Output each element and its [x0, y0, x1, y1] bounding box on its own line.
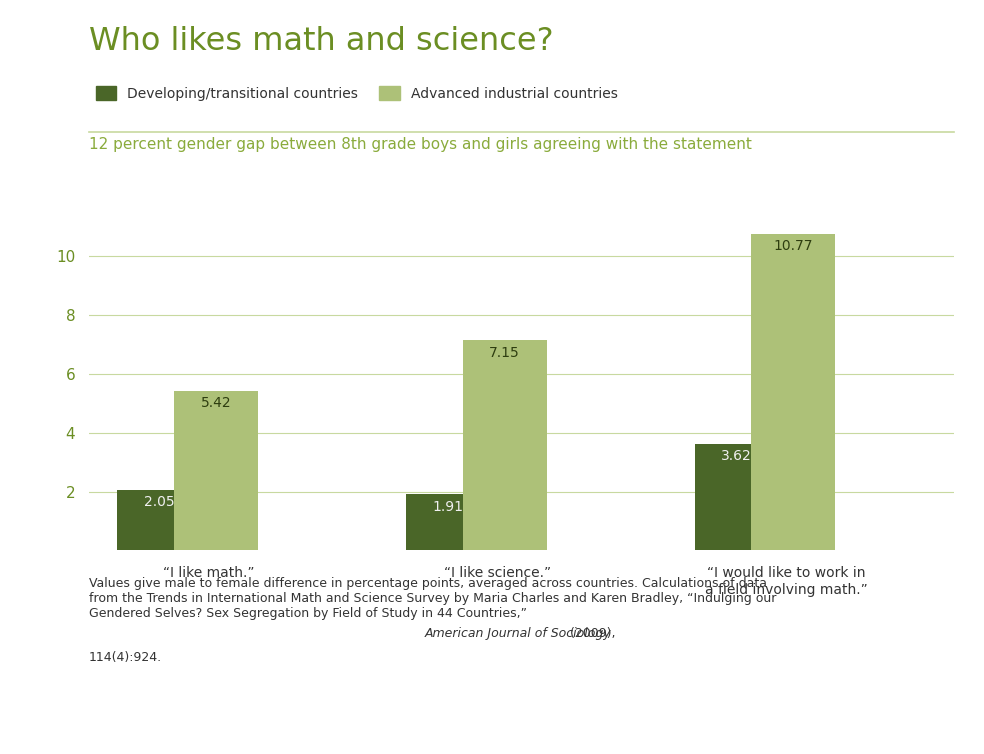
Text: 114(4):924.: 114(4):924. — [89, 651, 161, 664]
Bar — [174, 391, 258, 550]
Text: American Journal of Sociology: American Journal of Sociology — [425, 627, 611, 639]
Text: Who likes math and science?: Who likes math and science? — [89, 26, 553, 57]
Text: 1.91: 1.91 — [433, 500, 463, 513]
Bar — [117, 490, 202, 550]
Text: Values give male to female difference in percentage points, averaged across coun: Values give male to female difference in… — [89, 577, 776, 620]
Text: 12 percent gender gap between 8th grade boys and girls agreeing with the stateme: 12 percent gender gap between 8th grade … — [89, 137, 752, 152]
Bar — [406, 495, 490, 550]
Text: 10.77: 10.77 — [773, 239, 813, 253]
Text: 2.05: 2.05 — [145, 495, 175, 510]
Text: 7.15: 7.15 — [489, 345, 521, 360]
Legend: Developing/transitional countries, Advanced industrial countries: Developing/transitional countries, Advan… — [95, 86, 618, 101]
Bar — [462, 340, 547, 550]
Text: 5.42: 5.42 — [201, 397, 231, 410]
Text: 3.62: 3.62 — [721, 449, 752, 463]
Text: (2009),: (2009), — [566, 627, 615, 639]
Bar — [751, 234, 835, 550]
Bar — [695, 444, 779, 550]
